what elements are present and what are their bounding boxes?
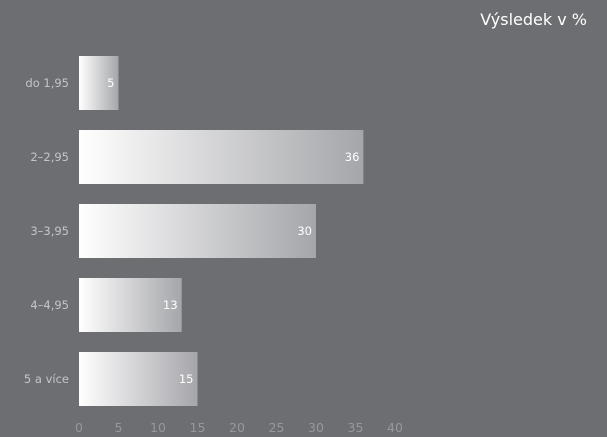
value-labels: 5 36 30 13 15 <box>107 76 359 386</box>
x-tick-label: 0 <box>75 420 83 435</box>
data-label: 30 <box>297 224 312 238</box>
x-tick-label: 10 <box>150 420 166 435</box>
data-label: 36 <box>345 150 360 164</box>
x-tick-label: 40 <box>387 420 403 435</box>
category-label: 4–4,95 <box>30 298 69 312</box>
category-label: do 1,95 <box>25 76 69 90</box>
data-label: 5 <box>107 76 114 90</box>
chart-title: Výsledek v % <box>480 10 587 29</box>
x-tick-label: 5 <box>115 420 123 435</box>
bar <box>79 204 316 258</box>
x-tick-label: 30 <box>308 420 324 435</box>
x-tick-label: 25 <box>269 420 285 435</box>
x-tick-label: 35 <box>348 420 364 435</box>
data-label: 15 <box>179 372 194 386</box>
bar <box>79 278 182 332</box>
category-label: 3–3,95 <box>30 224 69 238</box>
bar <box>79 130 364 184</box>
category-labels: do 1,95 2–2,95 3–3,95 4–4,95 5 a více <box>24 76 69 386</box>
data-label: 13 <box>163 298 178 312</box>
x-tick-label: 15 <box>190 420 206 435</box>
x-tick-label: 20 <box>229 420 245 435</box>
bar <box>79 352 198 406</box>
category-label: 2–2,95 <box>30 150 69 164</box>
category-label: 5 a více <box>24 372 69 386</box>
x-axis-ticks: 0 5 10 15 20 25 30 35 40 <box>75 420 403 435</box>
bars-group <box>79 56 364 406</box>
bar <box>79 56 119 110</box>
